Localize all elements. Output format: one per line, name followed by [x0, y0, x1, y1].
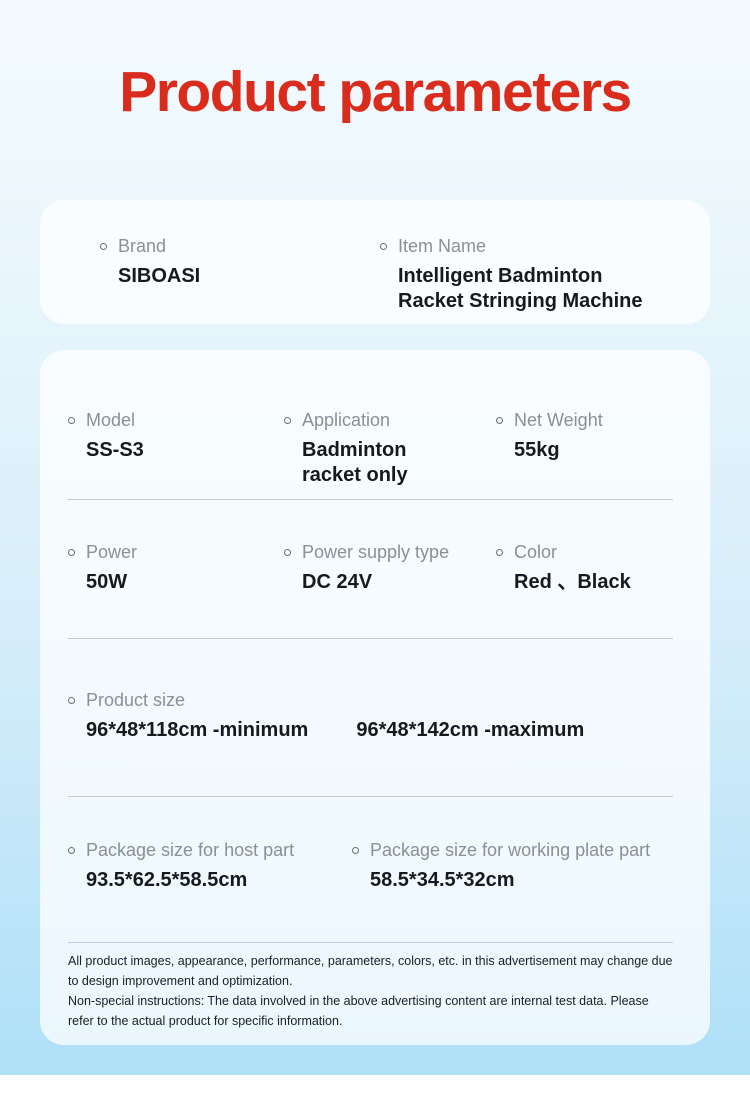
circle-bullet-icon: [100, 242, 107, 250]
product-parameters-poster: Product parameters Brand SIBOASI Item Na…: [0, 0, 750, 1075]
field-label: Product size: [86, 690, 186, 710]
circle-bullet-icon: [496, 548, 503, 556]
field-label: Item Name: [398, 236, 487, 256]
field-value: 50W: [86, 571, 128, 593]
field-product-size: Product size 96*48*118cm -minimum 96*48*…: [68, 688, 673, 743]
field-net-weight: Net Weight 55kg: [496, 408, 673, 499]
field-value: Red 、Black: [514, 571, 631, 593]
circle-bullet-icon: [380, 242, 387, 250]
circle-bullet-icon: [284, 416, 291, 424]
field-power: Power 50W: [68, 540, 284, 638]
field-package-working-plate: Package size for working plate part 58.5…: [352, 838, 673, 942]
disclaimer-paragraph: Non-special instructions: The data invol…: [68, 994, 649, 1028]
field-label: Package size for working plate part: [370, 840, 651, 860]
field-application: Application Badminton racket only: [284, 408, 496, 499]
field-label: Power: [86, 542, 138, 562]
field-label: Color: [514, 542, 558, 562]
specs-row-2: Power 50W Power supply type DC 24V Color…: [68, 500, 673, 639]
field-label: Package size for host part: [86, 840, 295, 860]
field-color: Color Red 、Black: [496, 540, 673, 638]
field-label: Application: [302, 410, 391, 430]
disclaimer-paragraph: All product images, appearance, performa…: [68, 954, 673, 988]
circle-bullet-icon: [68, 416, 75, 424]
field-power-supply-type: Power supply type DC 24V: [284, 540, 496, 638]
page-title: Product parameters: [119, 60, 632, 124]
field-label: Power supply type: [302, 542, 450, 562]
circle-bullet-icon: [352, 846, 359, 854]
disclaimer: All product images, appearance, performa…: [68, 951, 673, 1031]
brand-item-card: Brand SIBOASI Item Name Intelligent Badm…: [40, 200, 710, 324]
circle-bullet-icon: [68, 696, 75, 704]
product-size-maximum: 96*48*142cm -maximum: [356, 719, 585, 741]
specs-row-1: Model SS-S3 Application Badminton racket…: [68, 350, 673, 500]
field-value: Intelligent Badminton Racket Stringing M…: [398, 265, 643, 312]
field-label: Model: [86, 410, 136, 430]
field-label: Net Weight: [514, 410, 603, 430]
circle-bullet-icon: [284, 548, 291, 556]
circle-bullet-icon: [68, 548, 75, 556]
field-item-name: Item Name Intelligent Badminton Racket S…: [380, 234, 710, 324]
specs-row-package: Package size for host part 93.5*62.5*58.…: [68, 797, 673, 943]
field-package-host: Package size for host part 93.5*62.5*58.…: [68, 838, 352, 942]
product-size-minimum: 96*48*118cm -minimum: [86, 719, 309, 741]
circle-bullet-icon: [496, 416, 503, 424]
field-value: DC 24V: [302, 571, 373, 593]
field-value: SS-S3: [86, 439, 144, 461]
field-value: 93.5*62.5*58.5cm: [86, 869, 248, 891]
field-value: 55kg: [514, 439, 560, 461]
specifications-card: Model SS-S3 Application Badminton racket…: [40, 350, 710, 1045]
specs-row-product-size: Product size 96*48*118cm -minimum 96*48*…: [68, 639, 673, 797]
field-value: 58.5*34.5*32cm: [370, 869, 515, 891]
field-value: SIBOASI: [118, 265, 201, 287]
field-model: Model SS-S3: [68, 408, 284, 499]
circle-bullet-icon: [68, 846, 75, 854]
field-brand: Brand SIBOASI: [100, 234, 380, 324]
field-value: Badminton racket only: [302, 439, 408, 486]
field-label: Brand: [118, 236, 167, 256]
